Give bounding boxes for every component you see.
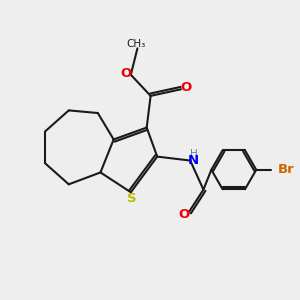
Text: CH₃: CH₃: [127, 39, 146, 50]
Text: O: O: [120, 67, 132, 80]
Text: Br: Br: [278, 163, 295, 176]
Text: H: H: [190, 149, 198, 160]
Text: S: S: [127, 192, 137, 205]
Text: N: N: [187, 154, 198, 167]
Text: O: O: [178, 208, 190, 221]
Text: O: O: [180, 82, 191, 94]
